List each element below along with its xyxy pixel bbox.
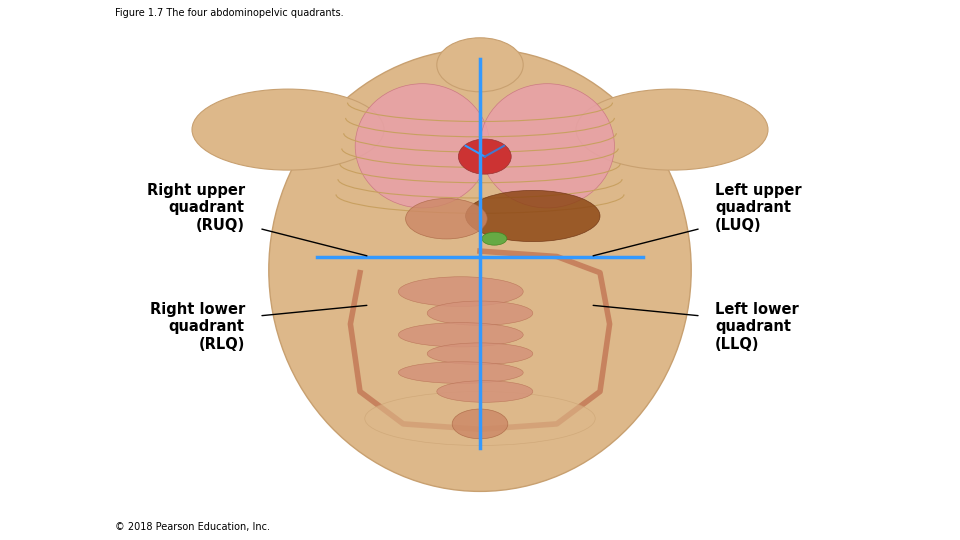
Ellipse shape: [269, 49, 691, 491]
Ellipse shape: [398, 276, 523, 307]
Ellipse shape: [459, 139, 511, 174]
Ellipse shape: [480, 84, 614, 208]
Ellipse shape: [355, 84, 490, 208]
Ellipse shape: [576, 89, 768, 170]
Ellipse shape: [482, 232, 507, 245]
Ellipse shape: [398, 362, 523, 383]
Ellipse shape: [192, 89, 384, 170]
Ellipse shape: [452, 409, 508, 438]
Text: Right upper
quadrant
(RUQ): Right upper quadrant (RUQ): [147, 183, 245, 233]
Ellipse shape: [437, 381, 533, 402]
Ellipse shape: [405, 198, 488, 239]
Ellipse shape: [437, 38, 523, 92]
Ellipse shape: [466, 191, 600, 241]
Text: Left upper
quadrant
(LUQ): Left upper quadrant (LUQ): [715, 183, 802, 233]
Ellipse shape: [398, 322, 523, 347]
Ellipse shape: [427, 343, 533, 364]
Text: Figure 1.7 The four abdominopelvic quadrants.: Figure 1.7 The four abdominopelvic quadr…: [115, 8, 344, 18]
Text: Right lower
quadrant
(RLQ): Right lower quadrant (RLQ): [150, 302, 245, 352]
Text: © 2018 Pearson Education, Inc.: © 2018 Pearson Education, Inc.: [115, 522, 270, 532]
Text: Left lower
quadrant
(LLQ): Left lower quadrant (LLQ): [715, 302, 799, 352]
Ellipse shape: [427, 301, 533, 325]
Ellipse shape: [365, 392, 595, 446]
